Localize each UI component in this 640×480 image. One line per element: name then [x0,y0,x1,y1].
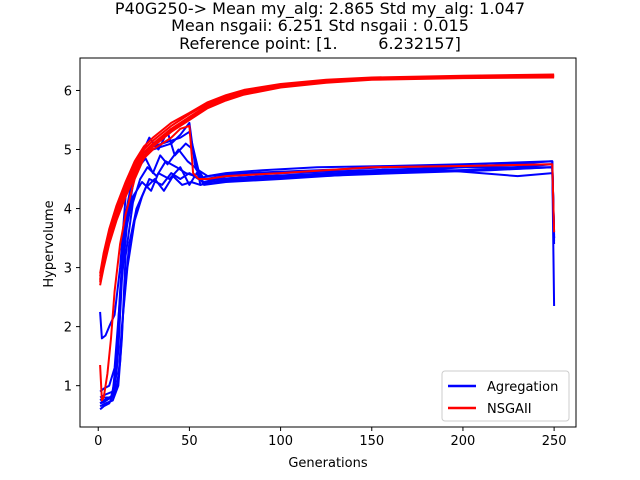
series-line-nsgaii-12 [99,76,555,280]
series-line-agregation-5 [99,163,556,405]
x-tick-label: 200 [451,434,476,449]
series-line-nsgaii-10 [99,75,555,286]
x-tick-label: 250 [542,434,567,449]
series-line-nsgaii-14 [99,75,555,281]
y-tick-label: 6 [64,84,72,99]
chart-title-line-2: Mean nsgaii: 6.251 Std nsgaii : 0.015 [171,16,469,35]
x-tick-label: 0 [94,434,102,449]
y-tick-label: 3 [64,262,72,277]
x-tick-label: 100 [268,434,293,449]
y-tick-label: 5 [64,144,72,159]
plot-frame [79,57,577,428]
series-line-nsgaii-15 [99,124,556,402]
chart-title-line-1: P40G250-> Mean my_alg: 2.865 Std my_alg:… [114,0,526,18]
axes-layer: 0 50 100 150 200 250 1 2 3 4 5 6 [64,57,577,449]
y-tick-label: 4 [64,203,72,218]
y-tick-label: 2 [64,321,72,336]
y-tick-label: 1 [64,380,72,395]
x-tick-label: 50 [181,434,198,449]
series-line-agregation-4 [99,160,556,408]
x-axis-label: Generations [288,456,368,471]
series-layer [99,73,556,411]
x-tick-label: 150 [359,434,384,449]
y-axis-label: Hypervolume [42,200,57,287]
legend-label-nsgaii: NSGAII [487,402,532,417]
legend-label-agregation: Agregation [487,380,558,395]
series-line-agregation-6 [99,148,556,399]
series-line-agregation-7 [99,160,556,393]
chart-title-line-3: Reference point: [1. 6.232157] [179,34,461,53]
series-line-agregation-8 [99,166,556,405]
series-line-nsgaii-13 [99,73,555,274]
legend: Agregation NSGAII [441,370,570,422]
